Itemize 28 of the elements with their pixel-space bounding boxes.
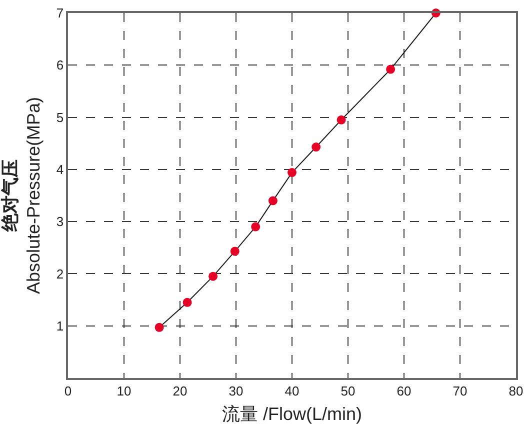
x-axis-title: 流量 /Flow(L/min) xyxy=(222,404,362,424)
point xyxy=(182,298,192,307)
point xyxy=(312,142,321,152)
point xyxy=(208,272,218,281)
x-tick-label: 50 xyxy=(340,383,356,398)
x-tick-label: 80 xyxy=(508,383,524,398)
point xyxy=(251,222,260,232)
x-tick-label: 30 xyxy=(228,383,244,398)
point xyxy=(336,115,346,124)
x-tick-label: 60 xyxy=(396,383,412,398)
y-tick-label: 4 xyxy=(56,162,64,177)
y-tick-label: 3 xyxy=(56,214,64,230)
x-tick-label: 0 xyxy=(64,383,72,398)
y-tick-label: 5 xyxy=(56,110,64,125)
point xyxy=(154,322,164,332)
y-tick-label: 6 xyxy=(56,58,64,73)
y-tick-label: 1 xyxy=(56,318,64,334)
y-tick-label: 7 xyxy=(56,6,64,21)
x-tick-label: 40 xyxy=(284,383,300,398)
y-tick-label: 2 xyxy=(56,266,64,282)
point xyxy=(230,246,240,256)
x-tick-label: 70 xyxy=(452,383,468,398)
point xyxy=(288,168,296,178)
x-tick-label: 10 xyxy=(116,383,132,398)
y-axis-title: 绝对气压 Absolute-Pressure(MPa) xyxy=(0,96,44,294)
point xyxy=(268,196,278,206)
point xyxy=(386,64,396,74)
x-tick-label: 20 xyxy=(172,383,188,398)
